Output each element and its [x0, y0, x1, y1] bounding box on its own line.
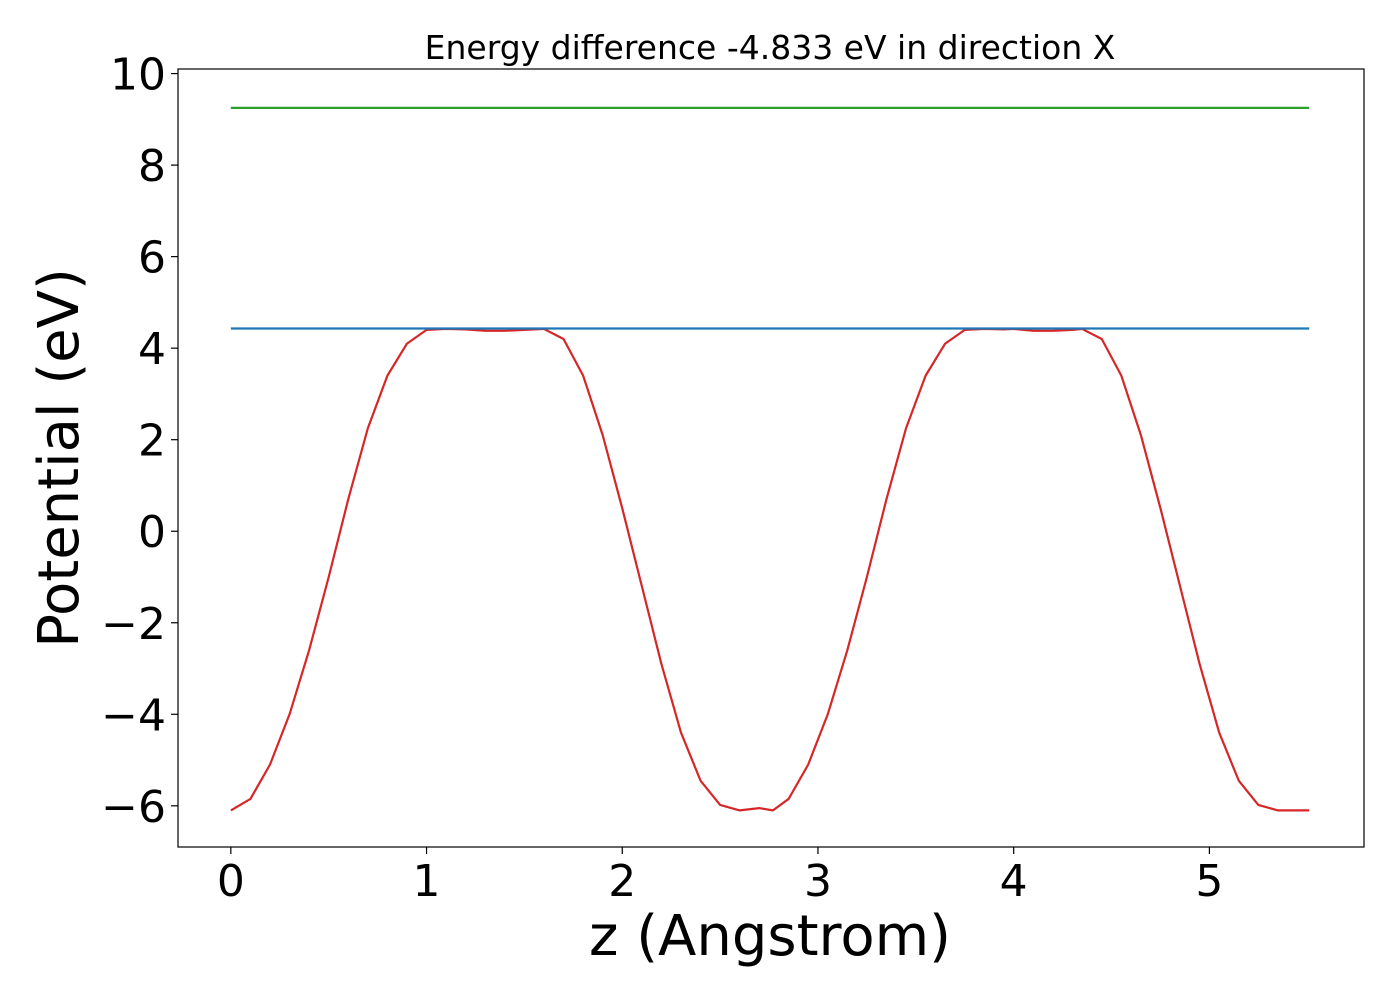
x-axis-ticks: 0 1 2 3 4 5: [217, 847, 1223, 907]
x-tick-label: 5: [1195, 856, 1223, 907]
plot-frame: [177, 68, 1365, 848]
series-line-1: [230, 327, 1310, 812]
chart-title: Energy difference -4.833 eV in direction…: [425, 28, 1116, 67]
y-tick-label: −6: [101, 782, 166, 833]
y-tick-label: 0: [138, 507, 166, 558]
y-tick-label: 8: [138, 141, 166, 192]
y-tick-label: 4: [138, 324, 166, 375]
y-tick-label: 10: [110, 50, 166, 101]
plot-lines: [230, 106, 1310, 812]
y-axis-ticks: −6 −4 −2 0 2 4 6 8 10: [101, 50, 178, 833]
x-tick-label: 4: [1000, 856, 1028, 907]
x-tick-label: 2: [608, 856, 636, 907]
x-tick-label: 0: [217, 856, 245, 907]
x-tick-label: 1: [413, 856, 441, 907]
y-tick-label: 6: [138, 233, 166, 284]
x-axis-label: z (Angstrom): [589, 904, 951, 969]
y-tick-label: 2: [138, 416, 166, 467]
y-tick-label: −2: [101, 599, 166, 650]
x-tick-label: 3: [804, 856, 832, 907]
y-axis-label: Potential (eV): [27, 268, 92, 648]
y-tick-label: −4: [101, 690, 166, 741]
